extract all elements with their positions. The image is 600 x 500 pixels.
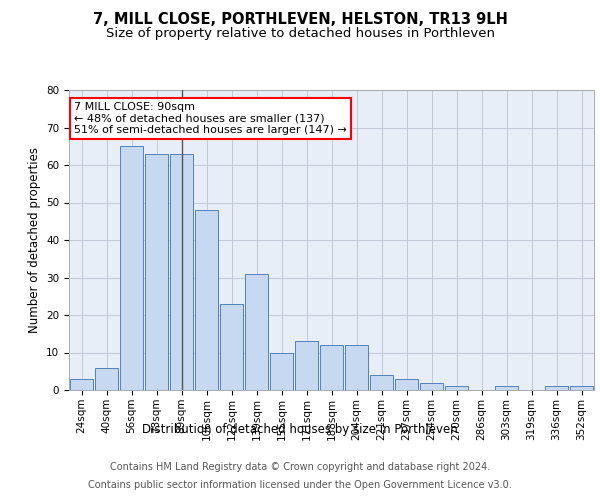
Bar xyxy=(120,146,143,390)
Bar xyxy=(220,304,243,390)
Bar xyxy=(445,386,468,390)
Bar xyxy=(195,210,218,390)
Bar xyxy=(270,352,293,390)
Text: Contains public sector information licensed under the Open Government Licence v3: Contains public sector information licen… xyxy=(88,480,512,490)
Bar xyxy=(170,154,193,390)
Text: Distribution of detached houses by size in Porthleven: Distribution of detached houses by size … xyxy=(142,422,458,436)
Bar xyxy=(395,379,418,390)
Y-axis label: Number of detached properties: Number of detached properties xyxy=(28,147,41,333)
Bar xyxy=(245,274,268,390)
Bar xyxy=(295,341,318,390)
Bar xyxy=(145,154,168,390)
Bar xyxy=(420,382,443,390)
Text: 7 MILL CLOSE: 90sqm
← 48% of detached houses are smaller (137)
51% of semi-detac: 7 MILL CLOSE: 90sqm ← 48% of detached ho… xyxy=(74,102,347,135)
Text: Contains HM Land Registry data © Crown copyright and database right 2024.: Contains HM Land Registry data © Crown c… xyxy=(110,462,490,472)
Bar xyxy=(495,386,518,390)
Bar xyxy=(345,345,368,390)
Bar xyxy=(70,379,93,390)
Bar xyxy=(95,368,118,390)
Text: 7, MILL CLOSE, PORTHLEVEN, HELSTON, TR13 9LH: 7, MILL CLOSE, PORTHLEVEN, HELSTON, TR13… xyxy=(92,12,508,28)
Bar xyxy=(570,386,593,390)
Bar xyxy=(320,345,343,390)
Bar xyxy=(545,386,568,390)
Text: Size of property relative to detached houses in Porthleven: Size of property relative to detached ho… xyxy=(106,28,494,40)
Bar xyxy=(370,375,393,390)
